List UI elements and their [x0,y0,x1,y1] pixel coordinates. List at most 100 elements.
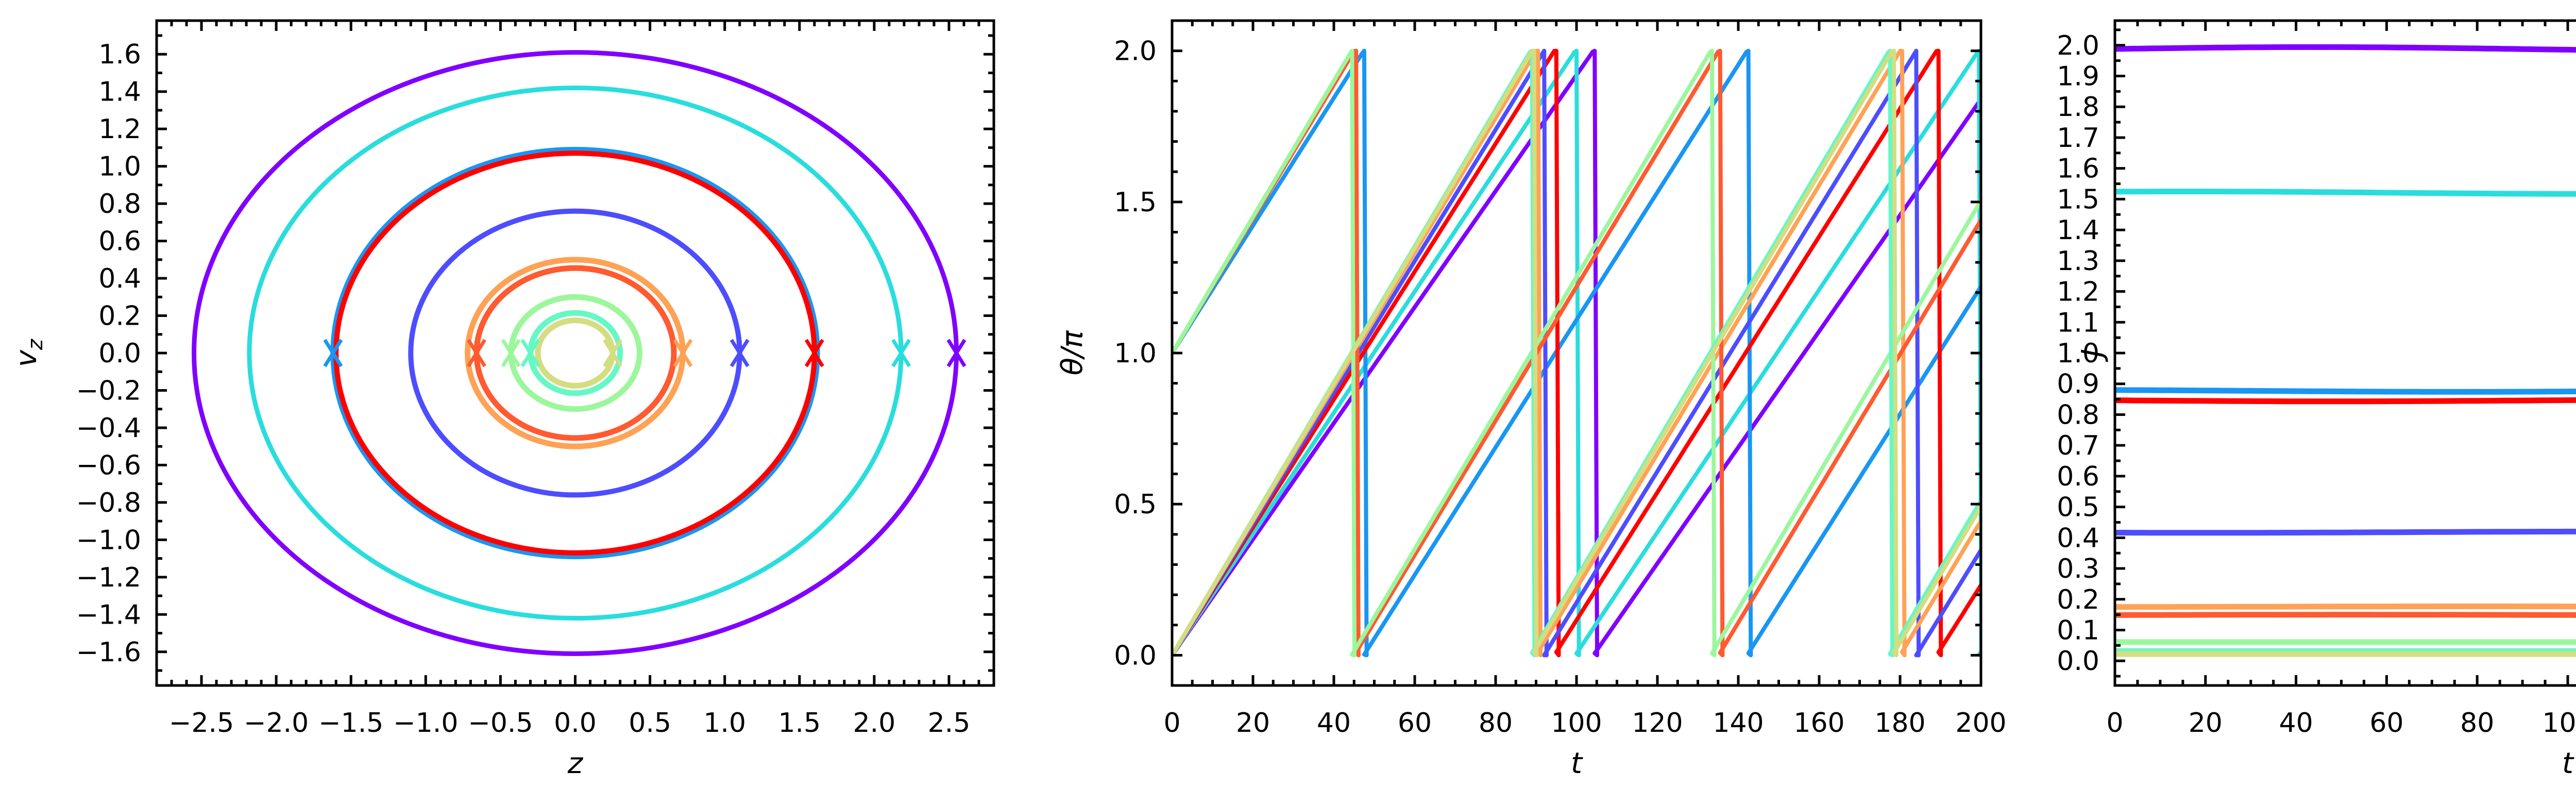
y-tick-label: 0.0 [2057,646,2099,677]
y-tick-label: 1.0 [1114,338,1157,369]
orbit-curve [247,85,904,621]
y-tick-label: −0.2 [76,375,141,406]
y-tick-label: 0.3 [2057,554,2099,584]
y-tick-label: −0.8 [76,488,141,518]
y-axis-label: vz [10,339,47,367]
action-line [2115,189,2576,197]
y-tick-label: −0.4 [76,413,141,444]
y-tick-label: 0.8 [2057,399,2099,430]
y-tick-label: 0.0 [1114,640,1157,671]
angle-line [1172,48,1981,658]
y-axis-label: θ/π [1056,330,1089,375]
x-tick-label: 80 [1479,708,1513,739]
axes-frame [2113,19,2576,687]
axis-ticks [1171,19,1982,687]
y-tick-label: 1.0 [98,152,141,182]
angle-line [1172,48,1981,658]
y-tick-label: 1.7 [2057,123,2099,154]
x-axis-label: z [567,747,584,780]
y-tick-label: −1.2 [76,562,141,593]
x-tick-label: 0 [1163,708,1180,739]
x-tick-label: 100 [2542,708,2576,739]
x-marker-icon [520,339,540,367]
x-marker-icon [891,339,911,367]
axis-ticks [2113,21,2569,685]
x-tick-label: 60 [1398,708,1432,739]
x-marker-icon [673,339,693,367]
orbit-curve [192,50,959,656]
orbit-curve [527,310,623,396]
y-tick-label: 0.5 [1114,489,1157,520]
x-tick-label: 40 [2279,708,2313,739]
y-tick-label: 0.7 [2057,430,2099,461]
x-tick-label: 2.0 [853,708,896,739]
y-tick-label: 0.5 [2057,492,2099,523]
angle-line [1172,48,1981,658]
y-tick-label: 1.2 [2057,277,2099,308]
y-tick-label: 0.6 [98,226,141,257]
y-tick-label: −1.6 [76,637,141,668]
orbit-curve [465,257,686,449]
x-tick-label: 80 [2460,708,2494,739]
x-marker-icon [501,339,521,367]
x-tick-label: −0.5 [468,708,533,739]
x-tick-label: −1.0 [393,708,458,739]
x-tick-label: −1.5 [318,708,383,739]
orbit-curve [408,208,742,498]
y-tick-label: 1.0 [2057,338,2099,369]
y-tick-label: 1.5 [2057,184,2099,215]
x-tick-label: 0 [2106,708,2123,739]
y-tick-label: 1.6 [98,39,141,70]
action-panel: 0204060801001201401601802000.00.10.20.30… [2057,19,2576,780]
phase-space-panel: −2.5 −2.0 −1.5 −1.0 −0.5 0.0 0.5 1.0 1.5 2.0 2.5 −1… [10,19,995,780]
y-tick-label: 1.4 [2057,215,2099,246]
x-tick-label: 40 [1317,708,1351,739]
angle-line [1172,48,1981,658]
x-marker-icon [730,339,750,367]
x-tick-label: 2.5 [928,708,971,739]
x-marker-icon [603,339,623,367]
y-tick-label: 0.0 [98,338,141,369]
x-tick-label: 0.0 [554,708,597,739]
y-tick-label: 1.2 [98,114,141,145]
x-tick-label: 60 [2369,708,2403,739]
x-tick-label: 20 [2189,708,2223,739]
x-tick-label: 20 [1236,708,1270,739]
orbit-curve [535,317,616,389]
y-tick-label: 0.4 [2057,523,2099,554]
y-tick-label: 1.9 [2057,61,2099,92]
angle-panel: 0 20 40 60 80 100 120 140 160 180 200 0.0 0.5 1.0 1.5 2… [1056,19,2007,780]
y-tick-label: 2.0 [1114,36,1157,67]
x-tick-label: −2.5 [169,708,234,739]
plot-area [192,50,967,656]
x-tick-label: 1.0 [703,708,746,739]
action-line [2115,387,2576,395]
angle-line [1172,48,1981,658]
action-line [2115,397,2576,405]
axes-frame [155,19,995,687]
x-tick-label: 100 [1551,708,1602,739]
x-tick-label: 200 [1955,708,2006,739]
x-axis-label: t [2562,747,2574,780]
y-tick-label: −0.6 [76,450,141,481]
orbit-curve [473,265,677,441]
y-tick-label: −1.4 [76,599,141,630]
x-marker-icon [323,339,343,367]
action-line [2115,44,2576,53]
y-tick-label: 0.1 [2057,615,2099,646]
y-tick-label: 1.6 [2057,154,2099,185]
action-line [2115,528,2576,536]
x-tick-label: −2.0 [244,708,309,739]
y-tick-label: 1.5 [1114,187,1157,218]
y-tick-label: 1.8 [2057,92,2099,123]
y-tick-label: 0.2 [2057,584,2099,615]
x-axis-label: t [1571,747,1583,780]
y-tick-label: 0.8 [98,189,141,220]
y-tick-label: 0.9 [2057,369,2099,400]
axis-ticks [157,21,995,685]
y-tick-label: 0.2 [98,301,141,332]
x-marker-icon [946,339,967,367]
y-tick-label: −1.0 [76,525,141,556]
